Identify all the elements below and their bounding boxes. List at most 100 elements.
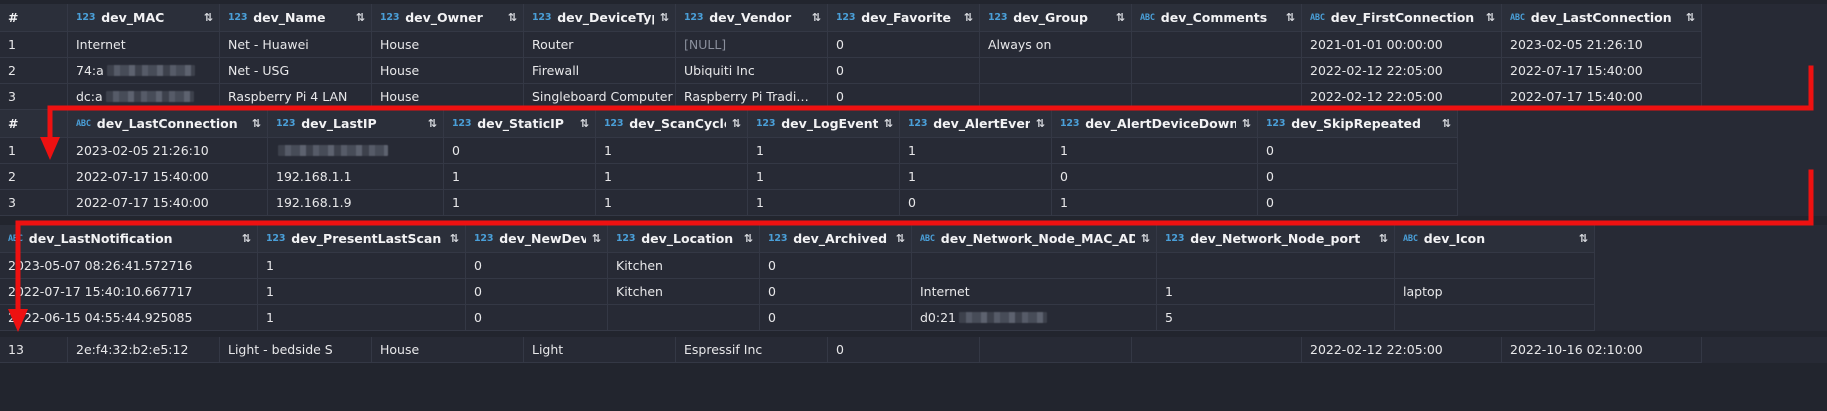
column-header-dev_network_node_port[interactable]: 123 dev_Network_Node_port ⇅ (1157, 225, 1395, 253)
column-header-dev_firstconnection[interactable]: ABC dev_FirstConnection ⇅ (1302, 4, 1502, 32)
sort-toggle-icon[interactable]: ⇅ (251, 117, 261, 130)
table-cell[interactable] (608, 305, 760, 331)
table-cell[interactable]: 2022-02-12 22:05:00 (1302, 337, 1502, 363)
table-cell[interactable]: Internet (912, 279, 1157, 305)
sort-toggle-icon[interactable]: ⇅ (659, 11, 669, 24)
sort-toggle-icon[interactable]: ⇅ (507, 11, 517, 24)
table-cell[interactable] (1132, 337, 1302, 363)
column-header-dev_presentlastscan[interactable]: 123 dev_PresentLastScan ⇅ (258, 225, 466, 253)
sort-toggle-icon[interactable]: ⇅ (1140, 232, 1150, 245)
table-cell[interactable]: 2022-07-17 15:40:00 (1502, 58, 1702, 84)
column-header-dev_scancycle[interactable]: 123 dev_ScanCycle ⇅ (596, 110, 748, 138)
table-cell[interactable]: Raspberry Pi Tradi… (676, 84, 828, 110)
row-number-cell[interactable]: 3 (0, 190, 68, 216)
table-cell[interactable]: 0 (466, 305, 608, 331)
table-cell[interactable]: 1 (900, 164, 1052, 190)
sort-toggle-icon[interactable]: ⇅ (449, 232, 459, 245)
table-cell[interactable]: 0 (466, 279, 608, 305)
table-cell[interactable]: 0 (466, 253, 608, 279)
table-cell[interactable]: 5 (1157, 305, 1395, 331)
table-cell[interactable]: 0 (1258, 164, 1458, 190)
column-header-dev_location[interactable]: 123 dev_Location ⇅ (608, 225, 760, 253)
column-header-dev_name[interactable]: 123 dev_Name ⇅ (220, 4, 372, 32)
table-cell[interactable]: Kitchen (608, 279, 760, 305)
sort-toggle-icon[interactable]: ⇅ (591, 232, 601, 245)
column-header-dev_group[interactable]: 123 dev_Group ⇅ (980, 4, 1132, 32)
column-header-dev_network_node_mac_addr[interactable]: ABC dev_Network_Node_MAC_ADDR ⇅ (912, 225, 1157, 253)
column-header-dev_lastip[interactable]: 123 dev_LastIP ⇅ (268, 110, 444, 138)
table-cell[interactable]: 0 (828, 337, 980, 363)
table-cell[interactable]: laptop (1395, 279, 1595, 305)
column-header-dev_vendor[interactable]: 123 dev_Vendor ⇅ (676, 4, 828, 32)
sort-toggle-icon[interactable]: ⇅ (1285, 11, 1295, 24)
row-number-cell[interactable]: 1 (0, 138, 68, 164)
row-number-cell[interactable]: 2 (0, 58, 68, 84)
table-cell[interactable]: 0 (444, 138, 596, 164)
column-header-dev_comments[interactable]: ABC dev_Comments ⇅ (1132, 4, 1302, 32)
table-cell[interactable]: 1 (444, 164, 596, 190)
table-cell[interactable]: 0 (828, 32, 980, 58)
table-cell[interactable]: 2022-02-12 22:05:00 (1302, 58, 1502, 84)
sort-toggle-icon[interactable]: ⇅ (427, 117, 437, 130)
sort-toggle-icon[interactable]: ⇅ (811, 11, 821, 24)
table-cell[interactable]: [NULL] (676, 32, 828, 58)
table-cell[interactable]: 2022-07-17 15:40:00 (68, 190, 268, 216)
table-cell[interactable]: 2022-07-17 15:40:00 (1502, 84, 1702, 110)
table-cell[interactable]: 192.168.1.1 (268, 164, 444, 190)
table-cell[interactable]: 1 (258, 279, 466, 305)
table-cell[interactable]: 74:a (68, 58, 220, 84)
table-cell[interactable]: 2021-01-01 00:00:00 (1302, 32, 1502, 58)
table-cell[interactable]: House (372, 337, 524, 363)
table-cell[interactable]: 1 (748, 190, 900, 216)
table-cell[interactable]: 0 (1258, 190, 1458, 216)
table-cell[interactable]: 2023-05-07 08:26:41.572716 (0, 253, 258, 279)
table-cell[interactable]: 1 (1157, 279, 1395, 305)
column-header-dev_alertevents[interactable]: 123 dev_AlertEvents ⇅ (900, 110, 1052, 138)
sort-toggle-icon[interactable]: ⇅ (241, 232, 251, 245)
table-cell[interactable]: 0 (760, 305, 912, 331)
row-number-cell[interactable]: 13 (0, 337, 68, 363)
sort-toggle-icon[interactable]: ⇅ (579, 117, 589, 130)
column-header-dev_mac[interactable]: 123 dev_MAC ⇅ (68, 4, 220, 32)
column-header-dev_logevents[interactable]: 123 dev_LogEvents ⇅ (748, 110, 900, 138)
column-header-dev_lastconnection[interactable]: ABC dev_LastConnection ⇅ (1502, 4, 1702, 32)
table-cell[interactable]: 2022-07-17 15:40:00 (68, 164, 268, 190)
table-cell[interactable]: 1 (596, 164, 748, 190)
table-cell[interactable]: 2022-10-16 02:10:00 (1502, 337, 1702, 363)
table-cell[interactable] (1132, 32, 1302, 58)
table-cell[interactable]: 0 (760, 279, 912, 305)
table-cell[interactable]: 2022-07-17 15:40:10.667717 (0, 279, 258, 305)
table-cell[interactable]: House (372, 84, 524, 110)
table-cell[interactable] (1395, 305, 1595, 331)
table-cell[interactable]: 0 (1052, 164, 1258, 190)
column-header-dev_owner[interactable]: 123 dev_Owner ⇅ (372, 4, 524, 32)
table-cell[interactable]: Kitchen (608, 253, 760, 279)
column-header-dev_lastnotification[interactable]: ABC dev_LastNotification ⇅ (0, 225, 258, 253)
table-cell[interactable]: Net - USG (220, 58, 372, 84)
table-cell[interactable]: 1 (258, 253, 466, 279)
table-cell[interactable] (980, 84, 1132, 110)
table-cell[interactable]: 1 (596, 138, 748, 164)
row-number-cell[interactable]: 3 (0, 84, 68, 110)
sort-toggle-icon[interactable]: ⇅ (963, 11, 973, 24)
table-cell[interactable]: Internet (68, 32, 220, 58)
table-cell[interactable]: 1 (748, 164, 900, 190)
table-cell[interactable]: Router (524, 32, 676, 58)
table-cell[interactable] (1395, 253, 1595, 279)
table-cell[interactable]: Light (524, 337, 676, 363)
table-cell[interactable] (1157, 253, 1395, 279)
column-header-dev_devicetype[interactable]: 123 dev_DeviceType ⇅ (524, 4, 676, 32)
sort-toggle-icon[interactable]: ⇅ (1378, 232, 1388, 245)
column-header-dev_skiprepeated[interactable]: 123 dev_SkipRepeated ⇅ (1258, 110, 1458, 138)
table-cell[interactable]: 0 (828, 84, 980, 110)
table-cell[interactable]: 1 (1052, 190, 1258, 216)
table-cell[interactable]: 0 (828, 58, 980, 84)
sort-toggle-icon[interactable]: ⇅ (895, 232, 905, 245)
sort-toggle-icon[interactable]: ⇅ (743, 232, 753, 245)
sort-toggle-icon[interactable]: ⇅ (731, 117, 741, 130)
sort-toggle-icon[interactable]: ⇅ (1485, 11, 1495, 24)
column-header-dev_newdevice[interactable]: 123 dev_NewDevice ⇅ (466, 225, 608, 253)
sort-toggle-icon[interactable]: ⇅ (1241, 117, 1251, 130)
table-cell[interactable]: Net - Huawei (220, 32, 372, 58)
table-cell[interactable]: 1 (444, 190, 596, 216)
